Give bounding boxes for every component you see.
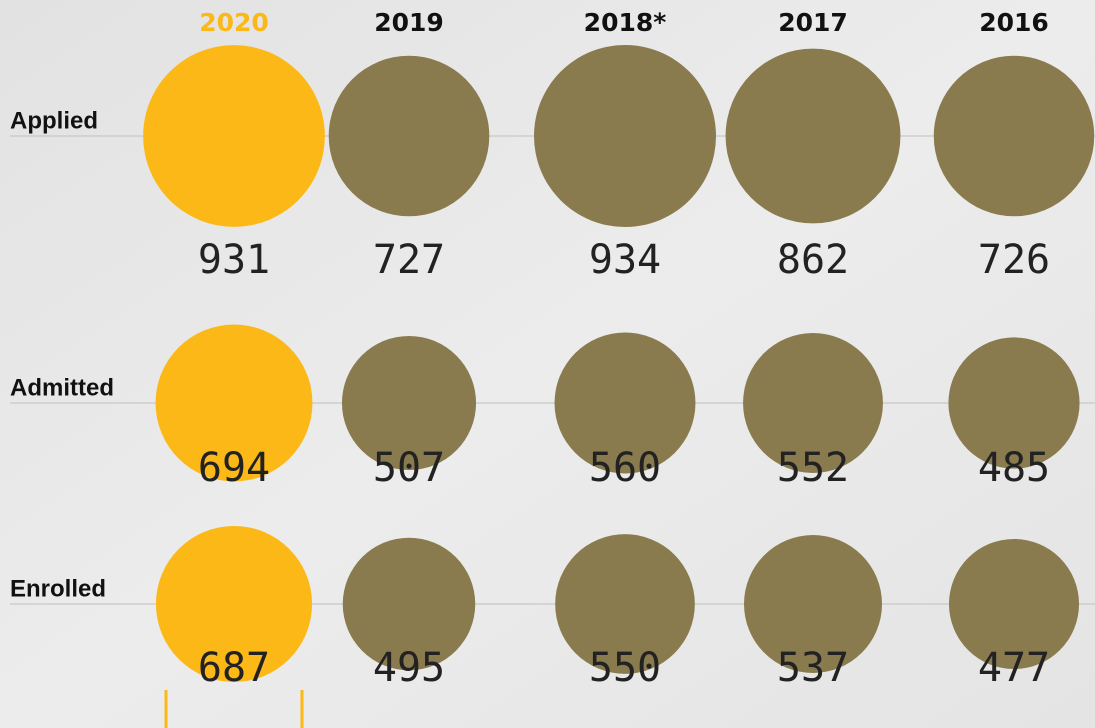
bubble	[726, 49, 901, 224]
bubble	[329, 56, 490, 217]
bubble	[143, 45, 325, 227]
value-label: 931	[198, 237, 270, 283]
chart: 2020 2019 2018* 2017 2016 Applied 931 727 934 862…	[0, 0, 1095, 728]
bubble	[934, 56, 1094, 216]
value-label: 485	[978, 445, 1050, 491]
value-label: 727	[373, 237, 445, 283]
value-label: 537	[777, 645, 849, 691]
row-label: Enrolled	[10, 575, 106, 602]
value-label: 687	[198, 645, 270, 691]
row-label: Admitted	[10, 374, 114, 401]
value-label: 552	[777, 445, 849, 491]
column-header: 2019	[374, 8, 444, 37]
value-label: 560	[589, 445, 661, 491]
value-label: 495	[373, 645, 445, 691]
value-label: 550	[589, 645, 661, 691]
value-label: 477	[978, 645, 1050, 691]
value-label: 507	[373, 445, 445, 491]
column-header: 2017	[778, 8, 848, 37]
column-header: 2020	[199, 8, 269, 37]
bubble	[534, 45, 716, 227]
value-label: 726	[978, 237, 1050, 283]
value-label: 934	[589, 237, 661, 283]
value-label: 694	[198, 445, 270, 491]
column-header: 2016	[979, 8, 1049, 37]
row-label: Applied	[10, 107, 98, 134]
column-header: 2018*	[584, 8, 667, 37]
value-label: 862	[777, 237, 849, 283]
